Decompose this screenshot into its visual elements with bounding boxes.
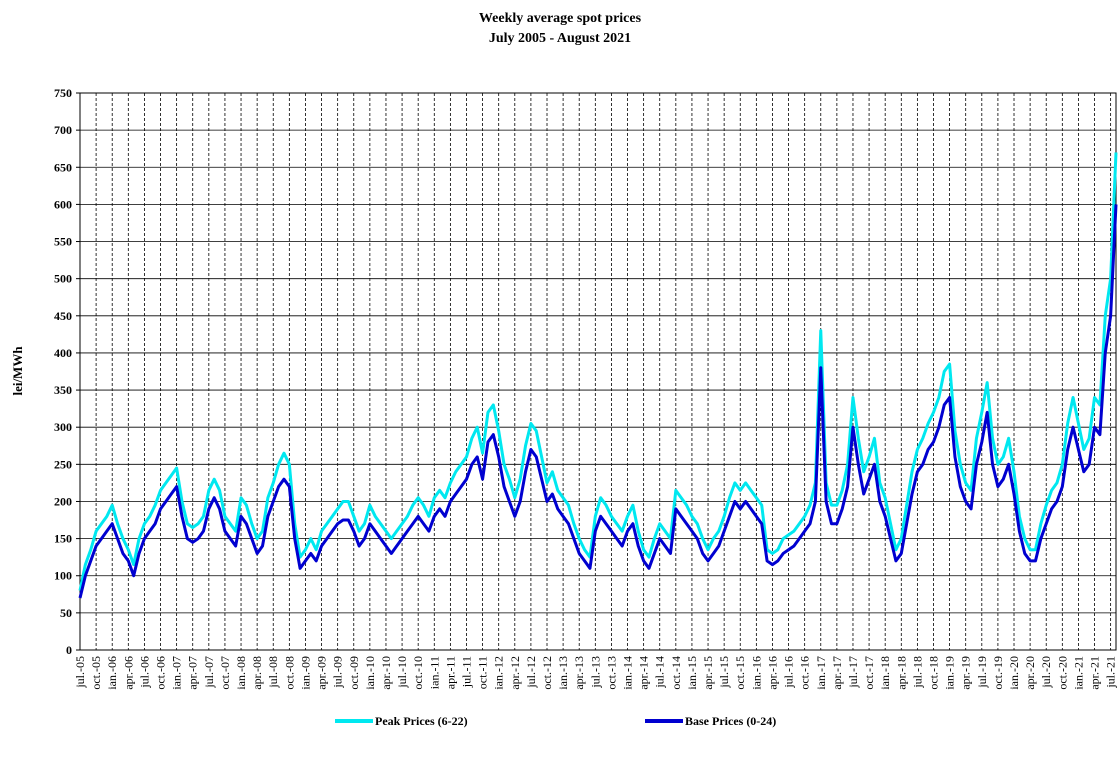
x-tick-label: jul.-18 [910, 656, 924, 689]
y-tick-label: 200 [54, 494, 72, 508]
x-tick-label: apr.-08 [250, 656, 264, 690]
x-tick-label: ian.-16 [749, 656, 763, 690]
x-tick-label: apr.-19 [959, 656, 973, 690]
y-tick-label: 150 [54, 532, 72, 546]
x-tick-label: jul.-07 [202, 656, 216, 689]
x-tick-label: ian.-07 [170, 656, 184, 690]
x-tick-label: ian.-18 [878, 656, 892, 690]
x-tick-label: apr.-14 [637, 656, 651, 690]
x-tick-label: apr.-16 [765, 656, 779, 690]
x-tick-label: jul.-11 [459, 656, 473, 688]
x-tick-label: oct.-12 [540, 656, 554, 690]
x-tick-label: oct.-05 [89, 656, 103, 690]
x-tick-label: ian.-17 [814, 656, 828, 690]
x-tick-label: oct.-07 [218, 656, 232, 690]
x-tick-label: oct.-19 [991, 656, 1005, 690]
x-tick-label: apr.-17 [830, 656, 844, 690]
x-tick-label: ian.-08 [234, 656, 248, 690]
chart-subtitle: July 2005 - August 2021 [489, 31, 631, 46]
x-tick-label: ian.-10 [363, 656, 377, 690]
y-tick-label: 600 [54, 197, 72, 211]
x-tick-label: oct.-17 [862, 656, 876, 690]
x-tick-label: ian.-15 [685, 656, 699, 690]
legend-label: Peak Prices (6-22) [375, 714, 468, 728]
plot-area [79, 92, 1117, 651]
x-tick-label: oct.-08 [282, 656, 296, 690]
y-tick-label: 50 [60, 606, 72, 620]
series-line [78, 152, 1118, 591]
x-tick-label: jul.-12 [524, 656, 538, 689]
x-tick-label: oct.-15 [733, 656, 747, 690]
y-tick-label: 650 [54, 160, 72, 174]
y-tick-label: 750 [54, 86, 72, 100]
x-tick-label: apr.-06 [121, 656, 135, 690]
x-tick-label: apr.-11 [443, 656, 457, 689]
x-tick-label: oct.-11 [476, 656, 490, 689]
x-tick-label: apr.-12 [508, 656, 522, 690]
x-tick-label: ian.-11 [427, 656, 441, 689]
x-tick-label: oct.-13 [604, 656, 618, 690]
y-tick-label: 450 [54, 309, 72, 323]
x-tick-label: ian.-12 [492, 656, 506, 690]
x-tick-label: jul.-05 [73, 656, 87, 689]
x-tick-label: jul.-19 [975, 656, 989, 689]
y-axis-label: lei/MWh [10, 346, 25, 396]
x-tick-label: jul.-09 [331, 656, 345, 689]
x-tick-label: apr.-10 [379, 656, 393, 690]
x-tick-label: jul.-15 [717, 656, 731, 689]
x-tick-label: apr.-18 [894, 656, 908, 690]
x-tick-label: ian.-14 [621, 656, 635, 690]
x-tick-label: ian.-20 [1007, 656, 1021, 690]
x-tick-label: apr.-21 [1088, 656, 1102, 690]
x-tick-label: jul.-16 [782, 656, 796, 689]
x-tick-label: ian.-13 [556, 656, 570, 690]
x-tick-label: oct.-10 [411, 656, 425, 690]
y-tick-label: 500 [54, 272, 72, 286]
x-tick-label: apr.-09 [315, 656, 329, 690]
y-tick-label: 300 [54, 420, 72, 434]
x-tick-label: oct.-16 [798, 656, 812, 690]
y-tick-label: 550 [54, 235, 72, 249]
x-tick-label: jul.-13 [588, 656, 602, 689]
x-tick-label: jul.-06 [137, 656, 151, 689]
x-tick-label: apr.-13 [572, 656, 586, 690]
y-tick-label: 700 [54, 123, 72, 137]
x-tick-label: oct.-14 [669, 656, 683, 690]
x-tick-label: ian.-06 [105, 656, 119, 690]
x-tick-label: oct.-06 [154, 656, 168, 690]
y-tick-label: 0 [66, 643, 72, 657]
x-tick-label: ian.-21 [1071, 656, 1085, 690]
x-tick-label: jul.-08 [266, 656, 280, 689]
y-tick-label: 100 [54, 569, 72, 583]
x-tick-label: ian.-19 [943, 656, 957, 690]
x-tick-label: oct.-20 [1055, 656, 1069, 690]
y-tick-label: 400 [54, 346, 72, 360]
x-tick-label: apr.-15 [701, 656, 715, 690]
x-tick-label: jul.-21 [1104, 656, 1118, 689]
x-tick-label: apr.-20 [1023, 656, 1037, 690]
x-tick-label: jul.-17 [846, 656, 860, 689]
x-tick-label: oct.-09 [347, 656, 361, 690]
x-tick-label: jul.-14 [653, 656, 667, 689]
x-tick-label: ian.-09 [298, 656, 312, 690]
series-line [78, 204, 1118, 599]
x-tick-label: oct.-18 [926, 656, 940, 690]
x-tick-label: jul.-20 [1039, 656, 1053, 689]
y-tick-label: 250 [54, 457, 72, 471]
y-tick-label: 350 [54, 383, 72, 397]
x-tick-label: apr.-07 [186, 656, 200, 690]
chart-title: Weekly average spot prices [479, 11, 642, 26]
legend-label: Base Prices (0-24) [685, 714, 776, 728]
x-tick-label: jul.-10 [395, 656, 409, 689]
